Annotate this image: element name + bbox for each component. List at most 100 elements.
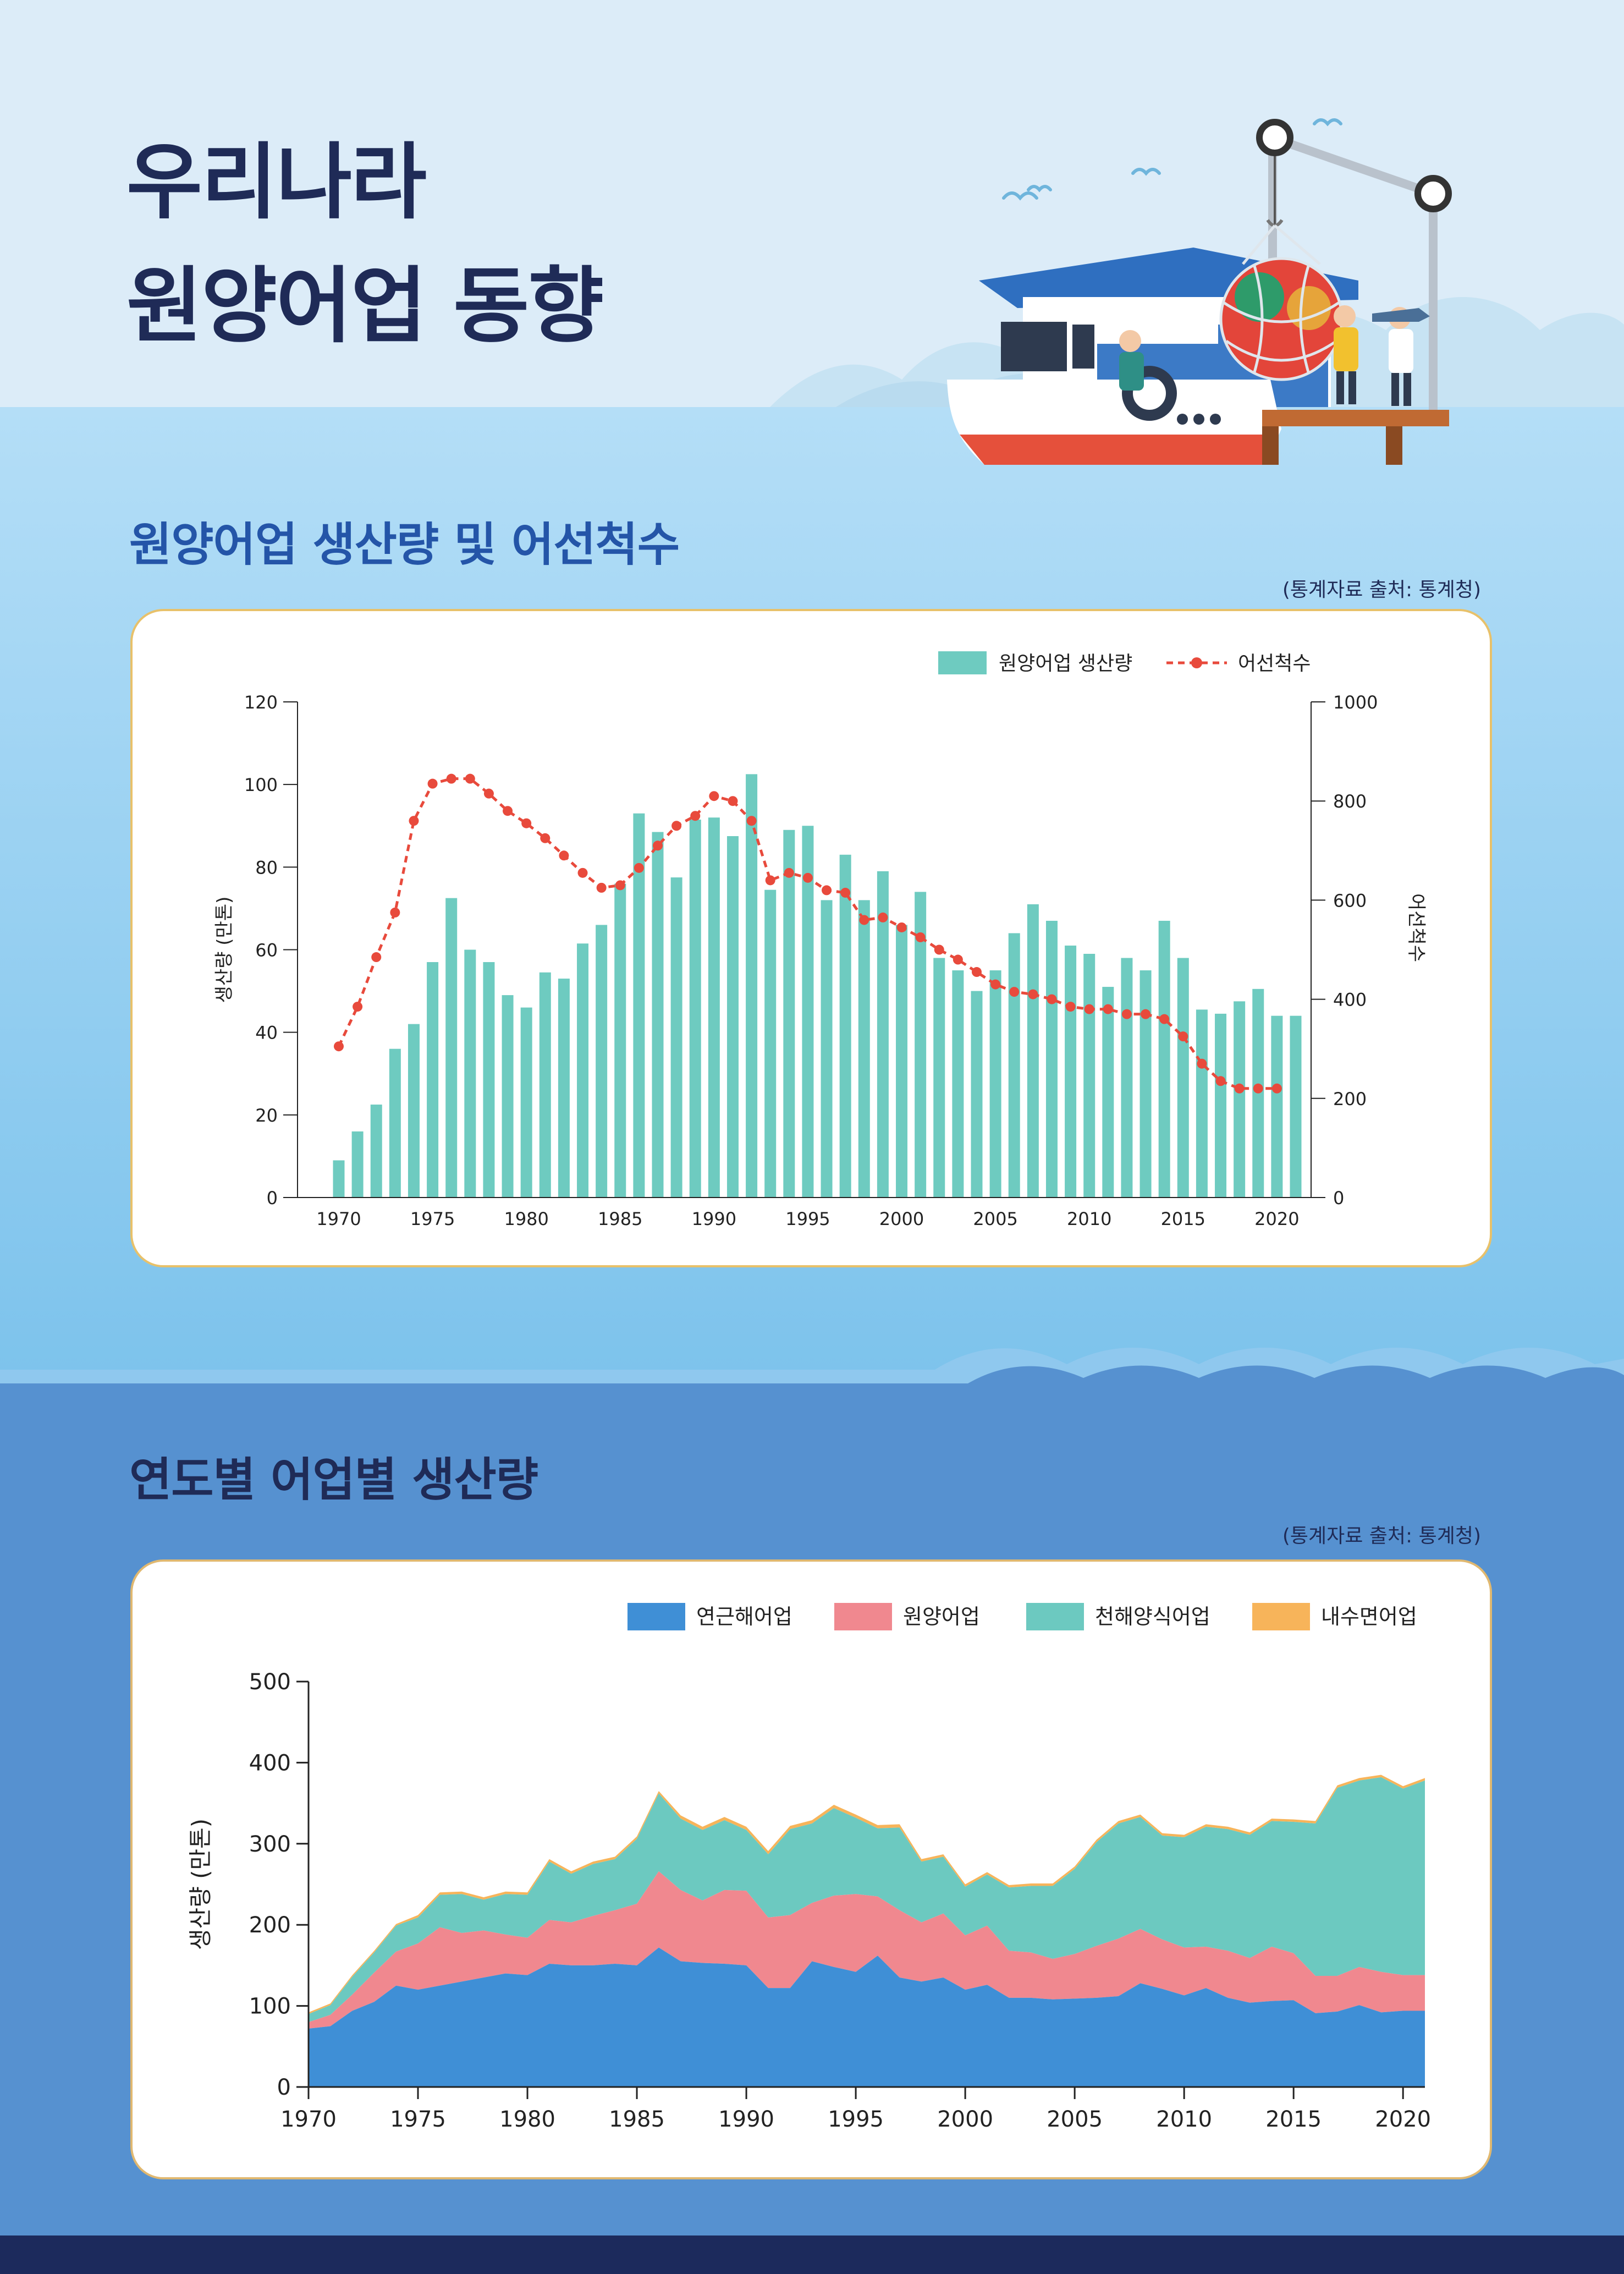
legend-swatch-2	[834, 1603, 892, 1630]
y-tick-label: 300	[249, 1832, 291, 1857]
vessel-point-2003	[953, 954, 963, 965]
y2-tick-label: 1000	[1333, 692, 1378, 713]
x-tick-label: 1985	[598, 1209, 642, 1229]
legend-label-2: 원양어업	[903, 1605, 980, 1629]
y2-tick-label: 800	[1333, 791, 1367, 812]
bar-2011	[1102, 987, 1114, 1198]
vessel-point-1998	[859, 915, 869, 925]
bar-1984	[596, 925, 608, 1198]
y-axis-label: 생산량 (만톤)	[213, 897, 235, 1003]
vessel-point-1989	[690, 811, 701, 821]
vessel-point-2008	[1047, 994, 1057, 1004]
vessel-point-2011	[1103, 1004, 1113, 1014]
vessel-point-2002	[934, 944, 944, 955]
vessel-point-1979	[503, 806, 513, 816]
vessel-point-1983	[577, 867, 588, 878]
vessel-point-2014	[1159, 1014, 1170, 1024]
y-tick-label: 0	[277, 2075, 291, 2100]
x-tick-label: 2020	[1254, 1209, 1299, 1229]
vessel-point-2007	[1028, 989, 1038, 999]
bar-1995	[802, 826, 814, 1198]
x-tick-label: 2000	[879, 1209, 924, 1229]
vessel-point-1986	[634, 863, 644, 873]
vessel-point-1981	[540, 833, 550, 843]
bar-1970	[333, 1160, 345, 1198]
vessel-point-2012	[1121, 1009, 1132, 1019]
vessel-point-2004	[972, 967, 982, 977]
vessel-point-2009	[1065, 1002, 1076, 1012]
legend-label-vessels: 어선척수	[1238, 652, 1311, 675]
x-tick-label: 1990	[718, 2107, 774, 2132]
bar-1996	[821, 900, 833, 1198]
vessel-point-2018	[1234, 1083, 1245, 1094]
bar-2006	[1008, 933, 1020, 1198]
area-2	[309, 1871, 1425, 2029]
chart2-legend: 연근해어업 원양어업 천해양식어업 내수면어업	[627, 1603, 1417, 1630]
bar-2009	[1065, 945, 1077, 1198]
page-title-line2: 원양어업 동향	[126, 259, 604, 354]
bar-1993	[764, 889, 777, 1198]
y-tick-label: 100	[249, 1994, 291, 2019]
x-tick-label: 2015	[1265, 2107, 1322, 2132]
legend-label-3: 천해양식어업	[1095, 1605, 1210, 1629]
bar-1976	[445, 898, 458, 1198]
bar-1977	[464, 949, 476, 1198]
y-tick-label: 120	[244, 692, 278, 713]
vessel-point-2006	[1009, 987, 1020, 997]
y2-tick-label: 0	[1333, 1188, 1344, 1209]
vessel-point-2005	[990, 979, 1001, 990]
area-4	[309, 1775, 1425, 2014]
vessel-point-1970	[334, 1041, 344, 1052]
bar-2007	[1027, 904, 1039, 1198]
legend-swatch-4	[1252, 1603, 1310, 1630]
x-tick-label: 2010	[1156, 2107, 1212, 2132]
x-tick-label: 2005	[973, 1209, 1017, 1229]
section1-title: 원양어업 생산량 및 어선척수	[129, 518, 680, 572]
vessel-point-1994	[784, 867, 794, 878]
chart1-card: 0 20 40 60 80 100 120 0 200 400 600 800 1000 1970 1975…	[130, 609, 1492, 1267]
bar-2015	[1177, 958, 1189, 1198]
bar-2008	[1045, 920, 1058, 1198]
vessel-point-2015	[1178, 1031, 1188, 1042]
y2-axis-label: 어선척수	[1405, 893, 1427, 962]
y-tick-label: 500	[249, 1669, 291, 1695]
y-tick-label: 60	[255, 940, 278, 961]
legend-label-1: 연근해어업	[696, 1605, 792, 1629]
vessel-point-1995	[802, 872, 813, 883]
y-tick-label: 20	[255, 1105, 278, 1126]
bar-1975	[427, 962, 439, 1198]
legend-swatch-1	[627, 1603, 685, 1630]
page-title: 우리나라 원양어업 동향	[126, 121, 604, 369]
area-3	[309, 1777, 1425, 2023]
vessel-point-1993	[765, 875, 775, 886]
chart2-card: 0 100 200 300 400 500 1970 1975 1980 1985 1990 1995…	[130, 1559, 1492, 2179]
bar-1981	[539, 972, 551, 1198]
footer-bar	[0, 2235, 1624, 2274]
bar-1989	[689, 819, 701, 1198]
bar-1972	[370, 1105, 382, 1198]
bar-2012	[1121, 958, 1133, 1198]
bar-2003	[952, 970, 964, 1198]
vessel-point-1987	[653, 841, 663, 851]
bar-1987	[652, 832, 664, 1198]
production-vessel-chart: 0 20 40 60 80 100 120 0 200 400 600 800 1000 1970 1975…	[213, 651, 1427, 1229]
vessel-point-2001	[915, 932, 926, 942]
y-tick-label: 80	[255, 857, 278, 878]
bar-2013	[1139, 970, 1152, 1198]
bar-1979	[502, 995, 514, 1198]
y2-tick-label: 400	[1333, 990, 1367, 1010]
vessel-point-1991	[728, 796, 738, 806]
vessel-point-2020	[1271, 1083, 1282, 1094]
x-tick-label: 1980	[504, 1209, 548, 1229]
bar-2004	[971, 991, 983, 1198]
x-tick-label: 1980	[499, 2107, 555, 2132]
x-tick-label: 2010	[1067, 1209, 1111, 1229]
bar-1992	[746, 774, 758, 1198]
x-tick-label: 1985	[609, 2107, 665, 2132]
vessel-point-1972	[371, 952, 382, 963]
y2-tick-label: 200	[1333, 1089, 1367, 1109]
section2-title: 연도별 어업별 생산량	[129, 1453, 538, 1507]
crane-illustration	[1256, 119, 1452, 424]
chart1-legend: 원양어업 생산량 어선척수	[938, 651, 1311, 675]
bar-1999	[877, 871, 889, 1198]
